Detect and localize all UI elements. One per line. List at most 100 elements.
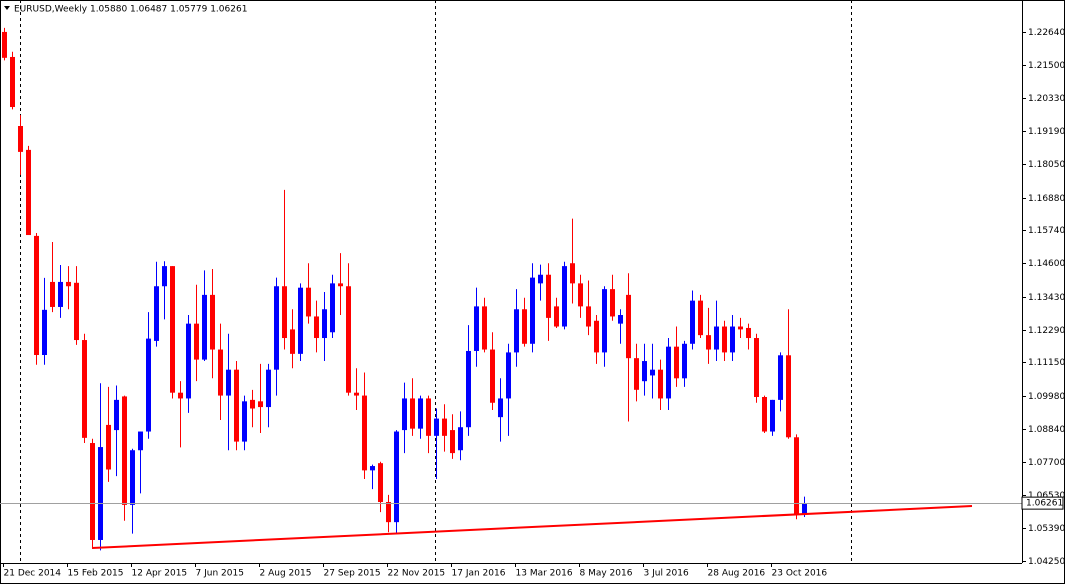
x-tick-label: 8 May 2016 xyxy=(580,569,633,579)
candle-body xyxy=(234,369,239,442)
x-tick-label: 13 Mar 2016 xyxy=(516,569,573,579)
candle-body xyxy=(178,392,183,399)
candle-body xyxy=(602,289,607,353)
candle-body xyxy=(114,399,119,431)
candle-body xyxy=(138,431,143,451)
candle-body xyxy=(82,340,87,438)
candle-body xyxy=(106,424,111,470)
x-tick-label: 15 Feb 2015 xyxy=(68,569,124,579)
candle-body xyxy=(778,355,783,400)
candle-body xyxy=(514,309,519,353)
candle-body xyxy=(322,309,327,339)
candle-body xyxy=(802,503,807,515)
candle-body xyxy=(378,463,383,503)
x-tick-label: 3 Jul 2016 xyxy=(644,569,689,579)
x-tick-label: 17 Jan 2016 xyxy=(452,569,506,579)
candle-body xyxy=(674,346,679,379)
candle-body xyxy=(474,306,479,351)
candle-body xyxy=(338,283,343,287)
candle-body xyxy=(386,502,391,523)
candle-body xyxy=(626,294,631,359)
current-price-box xyxy=(1021,496,1064,510)
candle-body xyxy=(290,329,295,354)
candle-body xyxy=(50,281,55,307)
candle-body xyxy=(762,397,767,432)
candle-body xyxy=(522,309,527,344)
x-tick-label: 28 Aug 2016 xyxy=(708,569,766,579)
candle-body xyxy=(130,450,135,505)
y-tick-label: 1.18050 xyxy=(1028,160,1065,170)
candle-body xyxy=(770,399,775,432)
candle-body xyxy=(426,398,431,436)
candle-body xyxy=(394,431,399,523)
y-tick-label: 1.13430 xyxy=(1028,293,1065,303)
candle-body xyxy=(66,281,71,287)
candle-body xyxy=(786,355,791,438)
x-tick-label: 23 Oct 2016 xyxy=(772,569,828,579)
x-tick-label: 2 Aug 2015 xyxy=(260,569,312,579)
y-tick-label: 1.12290 xyxy=(1028,326,1065,336)
candle-body xyxy=(418,398,423,429)
candle-body xyxy=(298,287,303,354)
candle-body xyxy=(146,338,151,432)
candle-body xyxy=(242,401,247,442)
candle-body xyxy=(634,358,639,390)
candle-body xyxy=(370,466,375,471)
candle-body xyxy=(122,396,127,505)
candle-body xyxy=(594,320,599,353)
candle-body xyxy=(650,369,655,376)
candle-body xyxy=(738,326,743,330)
candle-body xyxy=(482,306,487,350)
candle-body xyxy=(250,399,255,409)
candle-body xyxy=(402,398,407,431)
candle-body xyxy=(466,350,471,428)
candle-body xyxy=(90,443,95,540)
y-tick-label: 1.22640 xyxy=(1028,28,1065,38)
candle-body xyxy=(282,286,287,339)
x-tick-label: 27 Sep 2015 xyxy=(324,569,381,579)
current-price-label: 1.06261 xyxy=(1026,499,1063,509)
candle-body xyxy=(98,447,103,540)
y-tick-label: 1.15740 xyxy=(1028,226,1065,236)
candle-body xyxy=(218,349,223,396)
candle-body xyxy=(154,286,159,341)
candle-body xyxy=(2,31,7,58)
candle-body xyxy=(202,294,207,360)
y-tick-label: 1.16880 xyxy=(1028,194,1065,204)
candle-body xyxy=(722,326,727,353)
candle-body xyxy=(346,286,351,393)
x-tick-label: 22 Nov 2015 xyxy=(388,569,446,579)
candle-body xyxy=(354,392,359,396)
y-tick-label: 1.21500 xyxy=(1028,61,1065,71)
y-tick-label: 1.11150 xyxy=(1028,358,1065,368)
candle-body xyxy=(658,369,663,399)
candle-body xyxy=(578,283,583,307)
candle-body xyxy=(586,306,591,327)
y-tick-label: 1.05390 xyxy=(1028,524,1065,534)
candle-body xyxy=(258,401,263,408)
x-tick-label: 12 Apr 2015 xyxy=(132,569,188,579)
candle-body xyxy=(642,361,647,382)
candle-body xyxy=(450,430,455,454)
candle-body xyxy=(618,315,623,324)
candle-body xyxy=(266,369,271,408)
candle-body xyxy=(34,235,39,356)
candle-body xyxy=(530,277,535,344)
candle-body xyxy=(186,323,191,399)
candle-body xyxy=(434,418,439,436)
candle-body xyxy=(714,326,719,350)
candle-body xyxy=(314,316,319,339)
menu-arrow[interactable] xyxy=(4,6,10,10)
y-tick-label: 1.14600 xyxy=(1028,259,1065,269)
chart-title: EURUSD,Weekly 1.05880 1.06487 1.05779 1.… xyxy=(14,5,247,15)
candle-body xyxy=(274,286,279,370)
candle-body xyxy=(10,56,15,108)
candle-body xyxy=(562,266,567,327)
candle-body xyxy=(74,282,79,341)
candle-body xyxy=(690,300,695,344)
candle-body xyxy=(194,323,199,360)
candle-body xyxy=(58,281,63,307)
y-tick-label: 1.08840 xyxy=(1028,425,1065,435)
x-tick-label: 21 Dec 2014 xyxy=(4,569,62,579)
